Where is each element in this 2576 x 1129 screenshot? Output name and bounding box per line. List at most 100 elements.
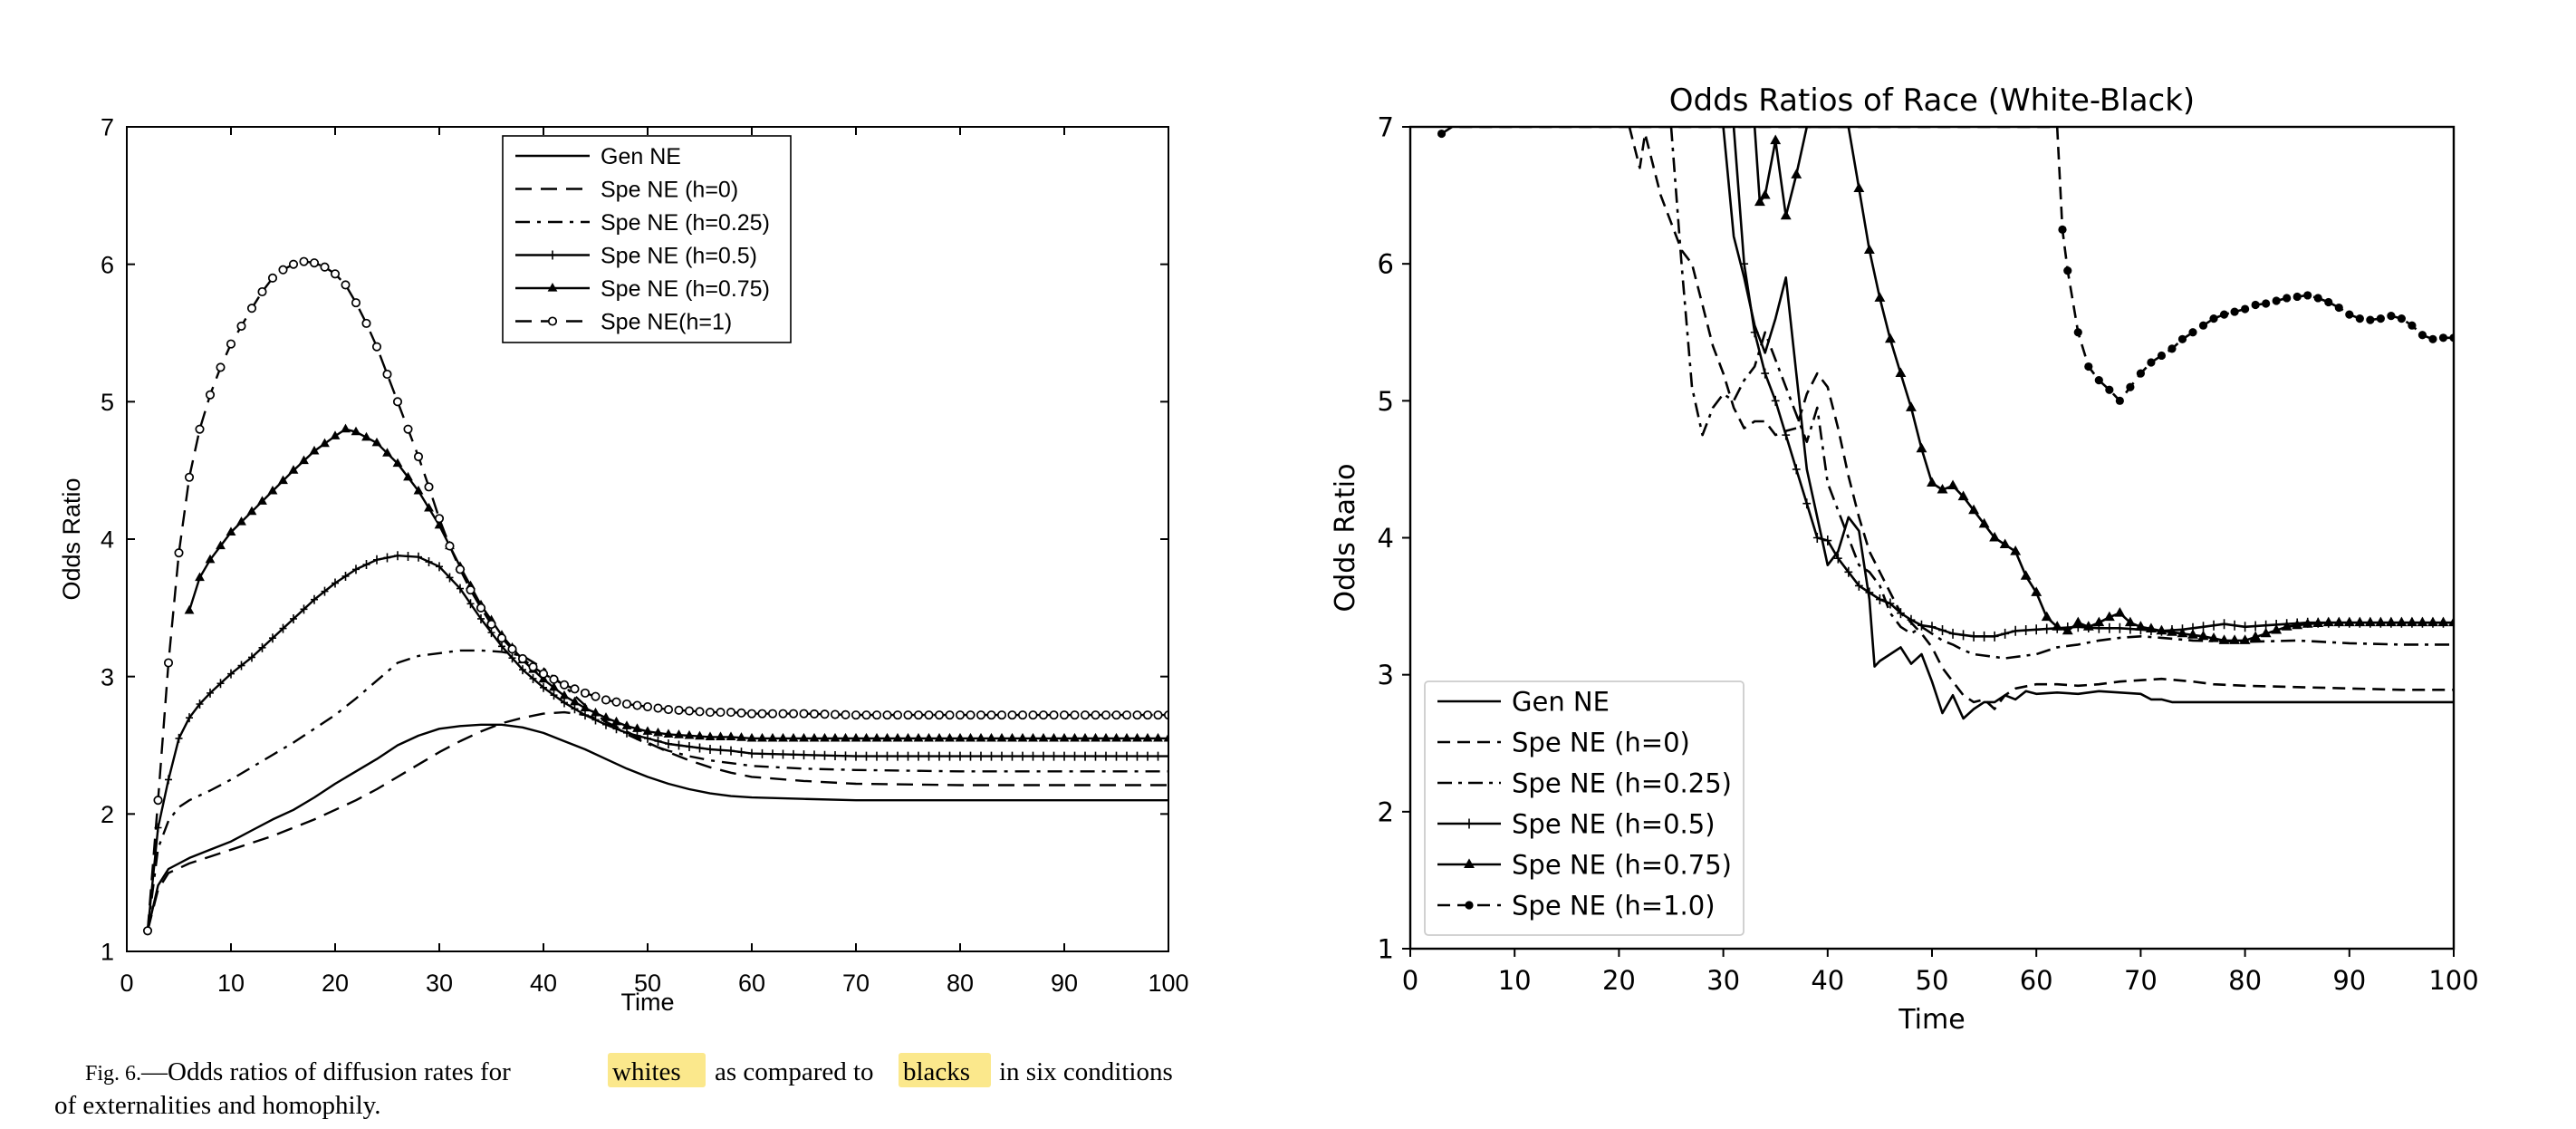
series-4-triangle-marker: [2010, 545, 2022, 555]
series-5-circle-marker: [2345, 310, 2354, 319]
series-3-plus-marker: [873, 751, 880, 761]
series-5-circle-marker: [861, 710, 871, 720]
series-4-triangle-marker: [2114, 607, 2126, 617]
series-3-plus-marker: [883, 751, 891, 761]
series-4-triangle-marker: [2385, 616, 2397, 627]
legend-label-5: Spe NE (h=1.0): [1512, 890, 1716, 921]
highlight-whites: [608, 1053, 706, 1087]
series-3-plus-marker: [2199, 622, 2207, 632]
series-4-triangle-marker: [1916, 442, 1927, 453]
series-3-plus-marker: [1750, 327, 1759, 338]
series-5-circle-marker: [549, 674, 559, 684]
series-3-plus-marker: [716, 745, 725, 755]
series-3-plus-marker: [841, 751, 850, 761]
series-3-plus-marker: [1465, 818, 1474, 829]
series-3-plus-marker: [1071, 751, 1079, 761]
series-4-triangle-marker: [226, 526, 236, 536]
series-3-plus-marker: [1865, 587, 1874, 598]
series-3-plus-marker: [404, 551, 412, 561]
series-4-triangle-marker: [320, 438, 330, 448]
y-tick-label: 5: [101, 389, 114, 416]
series-3-plus-marker: [2241, 622, 2249, 632]
series-3-plus-marker: [300, 604, 308, 614]
series-3-plus-marker: [977, 751, 985, 761]
caption-line-1: Fig. 6.—Odds ratios of diffusion rates f…: [85, 1057, 511, 1086]
series-4-triangle-marker: [2229, 634, 2241, 644]
series-3-plus-marker: [966, 751, 975, 761]
legend-label-1: Spe NE (h=0): [1512, 727, 1690, 757]
series-3-plus-marker: [1823, 536, 1832, 546]
series-5-circle-marker: [236, 321, 246, 331]
y-tick-label: 1: [101, 939, 114, 966]
series-3-plus-marker: [748, 748, 755, 758]
right-x-axis-label: Time: [1898, 1004, 1965, 1036]
series-5-circle-marker: [278, 265, 288, 275]
series-5-circle-marker: [1007, 710, 1017, 720]
series-5-circle-marker: [2058, 225, 2067, 234]
series-3-plus-marker: [373, 555, 380, 564]
series-4-triangle-marker: [2448, 616, 2454, 627]
series-4-triangle-marker: [195, 572, 205, 582]
series-3-plus-marker: [216, 679, 225, 689]
series-3-plus-marker: [665, 738, 672, 748]
series-5-circle-marker: [2334, 303, 2343, 313]
series-4-triangle-marker: [1770, 134, 1782, 145]
x-tick-label: 20: [1602, 965, 1636, 996]
series-4-triangle-marker: [1111, 732, 1121, 742]
caption-highlight-blacks: blacks: [903, 1057, 970, 1086]
series-3-plus-marker: [686, 742, 693, 752]
series-5-circle-marker: [674, 705, 684, 715]
series-4-triangle-marker: [663, 729, 674, 738]
series-3-plus-marker: [1802, 498, 1812, 509]
series-4-triangle-marker: [621, 720, 632, 729]
series-3-plus-marker: [1165, 751, 1168, 761]
series-4-triangle-marker: [871, 732, 882, 742]
series-4-triangle-marker: [2187, 629, 2198, 639]
series-3: [144, 551, 1168, 936]
x-tick-label: 30: [426, 970, 453, 997]
series-5-circle-marker: [716, 708, 726, 718]
legend-box: [1424, 680, 1745, 936]
series-4-triangle-marker: [299, 455, 309, 465]
series-3-plus-marker: [811, 750, 818, 760]
legend-box: [502, 135, 792, 343]
series-4-triangle-marker: [1007, 732, 1017, 742]
series-4-triangle-marker: [1874, 292, 1886, 302]
series-4-triangle-marker: [2072, 616, 2084, 627]
series-5-circle-marker: [2115, 396, 2124, 405]
series-3-plus-marker: [727, 746, 735, 756]
series-3-plus-marker: [779, 749, 787, 759]
series-3-plus-marker: [1008, 751, 1016, 761]
series-5-circle-marker: [632, 700, 642, 710]
series-1-line: [1628, 127, 2454, 710]
series-4-triangle-marker: [392, 458, 403, 468]
series-3-plus-marker: [1133, 751, 1141, 761]
series-4-triangle-marker: [1759, 188, 1771, 199]
series-5-circle-marker: [778, 709, 788, 719]
series-3-plus-marker: [269, 633, 276, 643]
series-4-triangle-marker: [976, 732, 986, 742]
x-tick-label: 20: [322, 970, 349, 997]
y-tick-label: 4: [101, 526, 114, 554]
series-4-triangle-marker: [2417, 616, 2428, 627]
legend-label-2: Spe NE (h=0.25): [1512, 767, 1732, 798]
series-5: [1437, 127, 2454, 405]
left-chart: 0 10 20 30 40 50 60 70 80 90 100 1 2 3 4 5 6 7 Time Odds …: [58, 114, 1189, 1016]
series-4-triangle-marker: [1937, 483, 1948, 494]
series-4-triangle-marker: [632, 723, 642, 732]
series-4-triangle-marker: [2343, 616, 2355, 627]
series-4-triangle-marker: [611, 716, 621, 726]
series-5-circle-marker: [2376, 314, 2385, 323]
series-4-triangle-marker: [945, 732, 955, 742]
series-3-plus-marker: [800, 750, 808, 760]
right-plot-series: [1437, 127, 2454, 720]
series-3-plus-marker: [1812, 533, 1821, 543]
series-3-plus-marker: [571, 704, 579, 714]
series-4-triangle-marker: [591, 707, 601, 717]
series-5-circle-marker: [257, 286, 267, 297]
right-chart: 0 10 20 30 40 50 60 70 80 90 100 1 2 3 4 5 6 7 Odds Ratio…: [1330, 82, 2479, 1036]
series-5-circle-marker: [1070, 710, 1080, 720]
series-5-circle-marker: [2105, 385, 2114, 394]
series-5-circle-marker: [2147, 358, 2156, 367]
series-5-circle-marker: [695, 707, 705, 717]
